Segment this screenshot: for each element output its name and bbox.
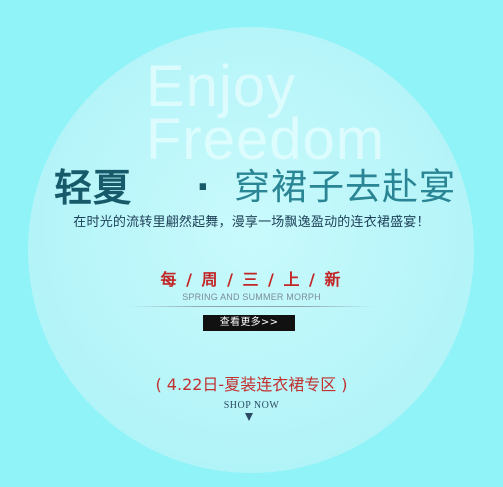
watermark-enjoy: Enjoy xyxy=(146,54,297,119)
subheadline: 在时光的流转里翩然起舞，漫享一场飘逸盈动的连衣裙盛宴！ xyxy=(73,215,430,230)
divider xyxy=(128,306,374,307)
view-more-button[interactable]: 查看更多>> xyxy=(203,315,295,331)
headline-bold: 轻夏 xyxy=(54,166,133,210)
weekly-new-label: 每 / 周 / 三 / 上 / 新 xyxy=(160,270,343,289)
promo-text[interactable]: ( 4.22日-夏装连衣裙专区 ) xyxy=(155,375,348,394)
watermark-freedom: Freedom xyxy=(146,107,386,172)
season-label: SPRING AND SUMMER MORPH xyxy=(182,292,321,302)
headline-light: 穿裙子去赴宴 xyxy=(234,167,457,208)
circle-backdrop xyxy=(28,27,474,473)
headline-dot: · xyxy=(196,167,210,208)
shop-now-link[interactable]: SHOP NOW xyxy=(223,400,280,411)
down-triangle-icon[interactable] xyxy=(245,413,253,421)
headline: 轻夏 · 穿裙子去赴宴 xyxy=(54,164,457,212)
